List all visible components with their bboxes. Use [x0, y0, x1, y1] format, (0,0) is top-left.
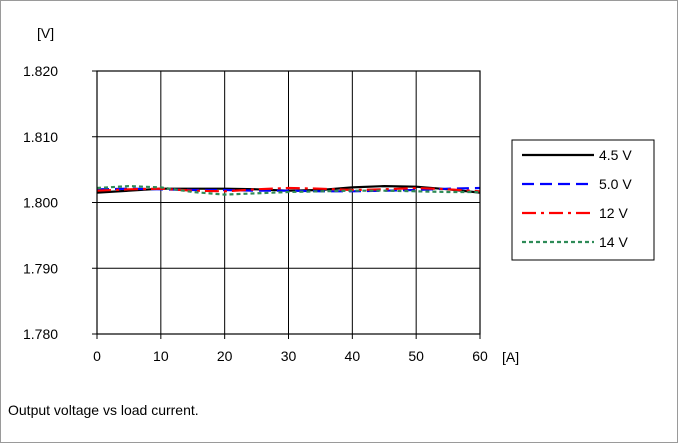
legend-label: 4.5 V	[599, 147, 632, 163]
y-tick-label: 1.780	[23, 326, 58, 342]
legend-box	[511, 139, 655, 261]
plot-area-border	[96, 70, 481, 335]
x-tick-label: 10	[153, 348, 169, 364]
legend-label: 12 V	[599, 205, 628, 221]
y-tick-label: 1.810	[23, 129, 58, 145]
y-axis-unit-label: [V]	[37, 25, 54, 41]
series-line-12-v	[96, 186, 481, 193]
y-tick-label: 1.790	[23, 260, 58, 276]
x-tick-label: 40	[345, 348, 361, 364]
legend-label: 5.0 V	[599, 176, 632, 192]
y-tick-label: 1.800	[23, 195, 58, 211]
legend-label: 14 V	[599, 234, 628, 250]
series-line-14-v	[96, 184, 480, 196]
x-tick-label: 30	[281, 348, 297, 364]
x-tick-label: 20	[217, 348, 233, 364]
x-axis-unit-label: [A]	[502, 349, 519, 365]
y-tick-label: 1.820	[23, 63, 58, 79]
x-tick-label: 50	[408, 348, 424, 364]
x-tick-label: 0	[93, 348, 101, 364]
x-tick-label: 60	[472, 348, 488, 364]
figure-caption: Output voltage vs load current.	[8, 402, 199, 418]
chart-legend: 4.5 V 5.0 V 12 V 14 V	[511, 139, 655, 261]
